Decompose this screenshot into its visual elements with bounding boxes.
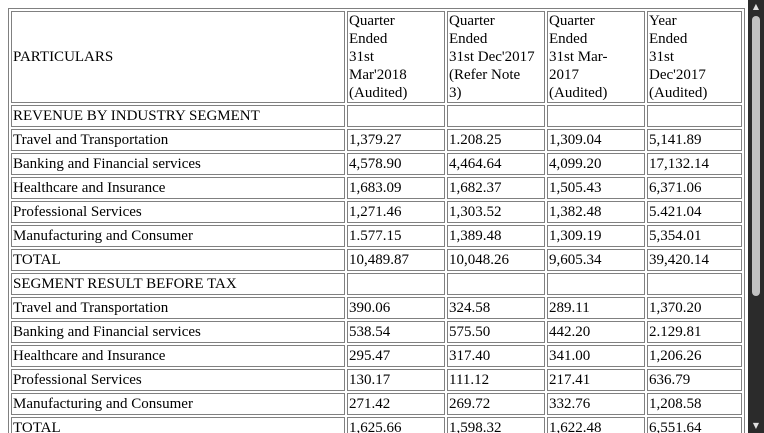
value-cell: 10,489.87 bbox=[347, 249, 445, 271]
value-cell: 1,625.66 bbox=[347, 417, 445, 433]
row-label: Manufacturing and Consumer bbox=[11, 225, 345, 247]
header-q-mar-2018: Quarter Ended 31st Mar'2018 (Audited) bbox=[347, 11, 445, 103]
value-cell: 5,141.89 bbox=[647, 129, 742, 151]
section-title: SEGMENT RESULT BEFORE TAX bbox=[11, 273, 345, 295]
value-cell: 1.208.25 bbox=[447, 129, 545, 151]
row-label: Banking and Financial services bbox=[11, 153, 345, 175]
value-cell: 289.11 bbox=[547, 297, 645, 319]
table-row: Banking and Financial services 4,578.90 4,… bbox=[11, 153, 742, 175]
header-q-mar-2017: Quarter Ended 31st Mar- 2017 (Audited) bbox=[547, 11, 645, 103]
table-row: Travel and Transportation 390.06 324.58 289… bbox=[11, 297, 742, 319]
document-viewport: PARTICULARS Quarter Ended 31st Mar'2018 … bbox=[8, 8, 745, 433]
value-cell: 4,099.20 bbox=[547, 153, 645, 175]
value-cell: 5.421.04 bbox=[647, 201, 742, 223]
value-cell: 17,132.14 bbox=[647, 153, 742, 175]
value-cell: 390.06 bbox=[347, 297, 445, 319]
value-cell: 4,464.64 bbox=[447, 153, 545, 175]
value-cell: 1,382.48 bbox=[547, 201, 645, 223]
value-cell: 575.50 bbox=[447, 321, 545, 343]
value-cell: 1,598.32 bbox=[447, 417, 545, 433]
value-cell: 1,682.37 bbox=[447, 177, 545, 199]
value-cell: 1.577.15 bbox=[347, 225, 445, 247]
section-header-row: REVENUE BY INDUSTRY SEGMENT bbox=[11, 105, 742, 127]
row-label: Manufacturing and Consumer bbox=[11, 393, 345, 415]
value-cell: 1,505.43 bbox=[547, 177, 645, 199]
row-label: Professional Services bbox=[11, 201, 345, 223]
value-cell: 217.41 bbox=[547, 369, 645, 391]
empty-cell bbox=[547, 273, 645, 295]
value-cell: 332.76 bbox=[547, 393, 645, 415]
value-cell: 317.40 bbox=[447, 345, 545, 367]
table-row: Banking and Financial services 538.54 575.… bbox=[11, 321, 742, 343]
vertical-scrollbar[interactable]: ▲ ▼ bbox=[748, 0, 764, 433]
empty-cell bbox=[647, 105, 742, 127]
value-cell: 4,578.90 bbox=[347, 153, 445, 175]
value-cell: 271.42 bbox=[347, 393, 445, 415]
header-q-dec-2017: Quarter Ended 31st Dec'2017 (Refer Note … bbox=[447, 11, 545, 103]
value-cell: 1,303.52 bbox=[447, 201, 545, 223]
value-cell: 636.79 bbox=[647, 369, 742, 391]
value-cell: 130.17 bbox=[347, 369, 445, 391]
header-particulars: PARTICULARS bbox=[11, 11, 345, 103]
table-row: TOTAL 10,489.87 10,048.26 9,605.34 39,420.14 bbox=[11, 249, 742, 271]
value-cell: 1,389.48 bbox=[447, 225, 545, 247]
empty-cell bbox=[447, 105, 545, 127]
empty-cell bbox=[547, 105, 645, 127]
value-cell: 269.72 bbox=[447, 393, 545, 415]
row-label: Healthcare and Insurance bbox=[11, 345, 345, 367]
value-cell: 1,379.27 bbox=[347, 129, 445, 151]
value-cell: 1,309.04 bbox=[547, 129, 645, 151]
section-title: REVENUE BY INDUSTRY SEGMENT bbox=[11, 105, 345, 127]
scrollbar-thumb[interactable] bbox=[752, 16, 760, 296]
value-cell: 6,371.06 bbox=[647, 177, 742, 199]
value-cell: 1,309.19 bbox=[547, 225, 645, 247]
row-label: Healthcare and Insurance bbox=[11, 177, 345, 199]
table-row: Professional Services 130.17 111.12 217.41 6… bbox=[11, 369, 742, 391]
value-cell: 1,683.09 bbox=[347, 177, 445, 199]
value-cell: 295.47 bbox=[347, 345, 445, 367]
scroll-up-arrow-icon[interactable]: ▲ bbox=[752, 2, 760, 11]
table-row: Manufacturing and Consumer 271.42 269.72 33… bbox=[11, 393, 742, 415]
value-cell: 442.20 bbox=[547, 321, 645, 343]
table-row: Professional Services 1,271.46 1,303.52 1,3… bbox=[11, 201, 742, 223]
header-row: PARTICULARS Quarter Ended 31st Mar'2018 … bbox=[11, 11, 742, 103]
empty-cell bbox=[347, 105, 445, 127]
table-row: Healthcare and Insurance 295.47 317.40 341.… bbox=[11, 345, 742, 367]
row-label: Professional Services bbox=[11, 369, 345, 391]
value-cell: 9,605.34 bbox=[547, 249, 645, 271]
value-cell: 1,271.46 bbox=[347, 201, 445, 223]
value-cell: 39,420.14 bbox=[647, 249, 742, 271]
empty-cell bbox=[347, 273, 445, 295]
table-row: Manufacturing and Consumer 1.577.15 1,389.… bbox=[11, 225, 742, 247]
scroll-down-arrow-icon[interactable]: ▼ bbox=[752, 421, 760, 430]
value-cell: 1,206.26 bbox=[647, 345, 742, 367]
value-cell: 2.129.81 bbox=[647, 321, 742, 343]
segment-table: PARTICULARS Quarter Ended 31st Mar'2018 … bbox=[8, 8, 745, 433]
value-cell: 538.54 bbox=[347, 321, 445, 343]
section-header-row: SEGMENT RESULT BEFORE TAX bbox=[11, 273, 742, 295]
empty-cell bbox=[447, 273, 545, 295]
value-cell: 10,048.26 bbox=[447, 249, 545, 271]
value-cell: 1,370.20 bbox=[647, 297, 742, 319]
table-row: Healthcare and Insurance 1,683.09 1,682.37… bbox=[11, 177, 742, 199]
value-cell: 1,622.48 bbox=[547, 417, 645, 433]
value-cell: 324.58 bbox=[447, 297, 545, 319]
table-row: TOTAL 1,625.66 1,598.32 1,622.48 6,551.64 bbox=[11, 417, 742, 433]
row-label: TOTAL bbox=[11, 417, 345, 433]
table-row: Travel and Transportation 1,379.27 1.208.2… bbox=[11, 129, 742, 151]
value-cell: 111.12 bbox=[447, 369, 545, 391]
value-cell: 1,208.58 bbox=[647, 393, 742, 415]
empty-cell bbox=[647, 273, 742, 295]
value-cell: 5,354.01 bbox=[647, 225, 742, 247]
header-year-dec-2017: Year Ended 31st Dec'2017 (Audited) bbox=[647, 11, 742, 103]
value-cell: 341.00 bbox=[547, 345, 645, 367]
value-cell: 6,551.64 bbox=[647, 417, 742, 433]
row-label: Travel and Transportation bbox=[11, 129, 345, 151]
row-label: Travel and Transportation bbox=[11, 297, 345, 319]
row-label: TOTAL bbox=[11, 249, 345, 271]
row-label: Banking and Financial services bbox=[11, 321, 345, 343]
